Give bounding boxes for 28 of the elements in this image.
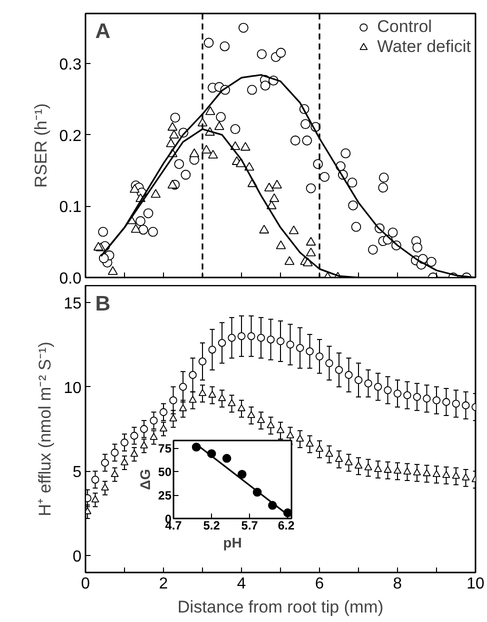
y-tick-label: 0.2 (59, 128, 82, 145)
x-tick-label: 8 (393, 576, 402, 592)
chart-title: A (95, 20, 110, 44)
y-tick-label: 10 (64, 380, 82, 397)
y-axis-title: H⁺ efflux (nmol m⁻² S⁻¹) (36, 342, 55, 516)
x-tick-label: 6.2 (278, 518, 295, 532)
y-tick-label: 75 (158, 442, 172, 456)
y-tick-label: 15 (64, 295, 82, 312)
x-tick-label: 5.2 (203, 518, 220, 532)
legend-label: Water deficit (377, 37, 471, 57)
x-tick-label: 4 (237, 576, 246, 592)
y-tick-label: 0.0 (59, 270, 82, 288)
x-tick-label: 5.7 (241, 518, 258, 532)
x-tick-label: 6 (315, 576, 324, 592)
y-axis-title: ΔG (137, 468, 154, 490)
chart-title: B (95, 292, 110, 316)
y-tick-label: 5 (72, 464, 82, 482)
y-axis-title: RSER (h⁻¹) (31, 103, 50, 188)
y-tick-label: 0.3 (59, 56, 82, 74)
y-tick-label: 25 (158, 488, 172, 503)
y-tick-label: 0 (72, 548, 82, 566)
y-tick-label: 50 (158, 465, 172, 480)
x-axis-title: Distance from root tip (mm) (178, 598, 384, 616)
legend-label: Control (377, 17, 432, 37)
y-tick-label: 0.1 (59, 199, 82, 216)
x-tick-label: 10 (466, 576, 484, 592)
x-axis-title: pH (223, 534, 242, 550)
x-tick-label: 2 (159, 576, 168, 592)
